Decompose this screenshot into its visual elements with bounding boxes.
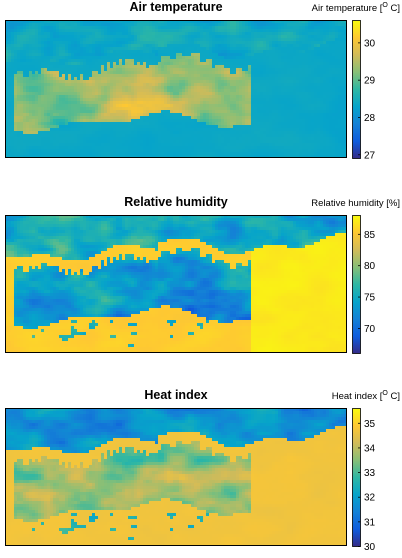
colorbar-tick-label: 28 — [364, 113, 376, 124]
colorbar-tick-label: 27 — [364, 150, 376, 161]
colorbar-label: Air temperature [O C] — [312, 2, 400, 14]
colorbar-tick-label: 85 — [364, 230, 376, 241]
colorbar-tick-label: 30 — [364, 38, 376, 49]
colorbar-tick-label: 70 — [364, 324, 376, 335]
colorbar-gradient — [353, 409, 361, 547]
colorbar-label: Heat index [O C] — [332, 390, 400, 402]
chart-title: Relative humidity — [5, 195, 347, 209]
colorbar-gradient — [353, 216, 361, 354]
colorbar-label: Relative humidity [%] — [311, 197, 400, 209]
colorbar-tick-label: 75 — [364, 293, 376, 304]
colorbar-tick-label: 80 — [364, 261, 376, 272]
colorbar-tick-label: 34 — [364, 443, 376, 454]
colorbar-tick-label: 31 — [364, 517, 376, 528]
heatmap — [5, 20, 347, 158]
colorbar-tick-label: 32 — [364, 493, 376, 504]
colorbar: 27 28 29 30 — [352, 20, 376, 160]
relative-humidity-panel: Relative humidity Relative humidity [%] … — [0, 195, 402, 365]
colorbar: 70 75 80 85 — [352, 215, 376, 355]
air-temperature-panel: Air temperature Air temperature [O C] 27… — [0, 0, 402, 170]
colorbar-tick-label: 33 — [364, 468, 376, 479]
colorbar-tick-label: 30 — [364, 542, 376, 553]
chart-title: Heat index — [5, 388, 347, 402]
colorbar-tick-label: 29 — [364, 76, 376, 87]
heatmap — [5, 408, 347, 546]
heat-index-panel: Heat index Heat index [O C] 30 31 32 33 34 35 — [0, 388, 402, 558]
colorbar-tick-label: 35 — [364, 419, 376, 430]
chart-title: Air temperature — [5, 0, 347, 14]
heatmap — [5, 215, 347, 353]
colorbar-gradient — [353, 21, 361, 159]
